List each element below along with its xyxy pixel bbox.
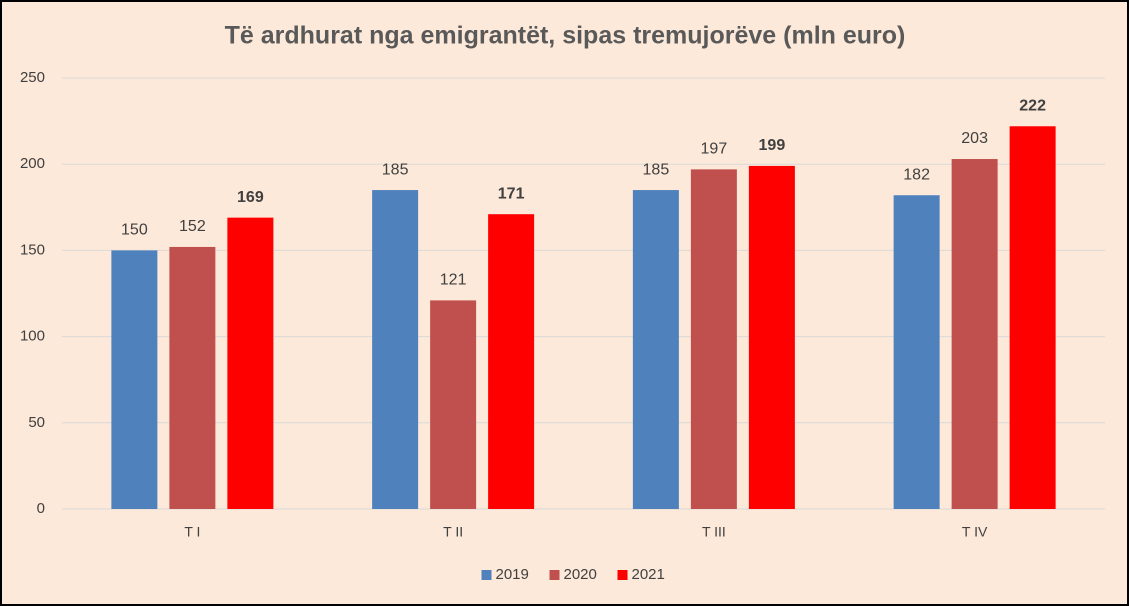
data-label: 182	[903, 166, 930, 183]
x-tick-label: T III	[702, 524, 726, 540]
x-tick-label: T II	[443, 524, 463, 540]
bar	[372, 190, 419, 509]
data-label: 222	[1019, 97, 1046, 114]
legend-label: 2019	[496, 566, 529, 583]
data-label: 150	[121, 222, 148, 239]
data-label: 152	[179, 218, 206, 235]
bar	[748, 165, 795, 509]
data-label: 171	[498, 185, 525, 202]
x-tick-label: T IV	[962, 524, 988, 540]
y-tick-label: 50	[28, 414, 45, 431]
legend-swatch	[617, 570, 628, 580]
chart-title: Të ardhurat nga emigrantët, sipas tremuj…	[225, 22, 906, 50]
legend-label: 2021	[632, 566, 665, 583]
bar	[690, 169, 737, 509]
bar	[169, 246, 216, 509]
y-tick-label: 200	[20, 155, 45, 172]
bar	[488, 214, 535, 510]
bar	[227, 217, 274, 510]
bar	[951, 159, 998, 509]
data-label: 121	[440, 272, 467, 289]
y-tick-label: 250	[20, 69, 45, 86]
data-label: 169	[237, 189, 264, 206]
data-label: 203	[961, 130, 988, 147]
legend-label: 2020	[564, 566, 597, 583]
bar	[1009, 126, 1056, 509]
y-tick-label: 0	[37, 500, 45, 517]
data-label: 185	[382, 161, 409, 178]
legend-swatch	[549, 570, 560, 580]
bar	[893, 195, 940, 509]
bar	[111, 250, 158, 509]
data-label: 185	[643, 161, 670, 178]
legend-swatch	[481, 570, 492, 580]
bar	[430, 300, 477, 509]
data-label: 199	[759, 137, 786, 154]
data-label: 197	[701, 141, 728, 158]
y-tick-label: 150	[20, 241, 45, 258]
y-tick-label: 100	[20, 328, 45, 345]
x-tick-label: T I	[184, 524, 200, 540]
bar	[632, 190, 679, 509]
